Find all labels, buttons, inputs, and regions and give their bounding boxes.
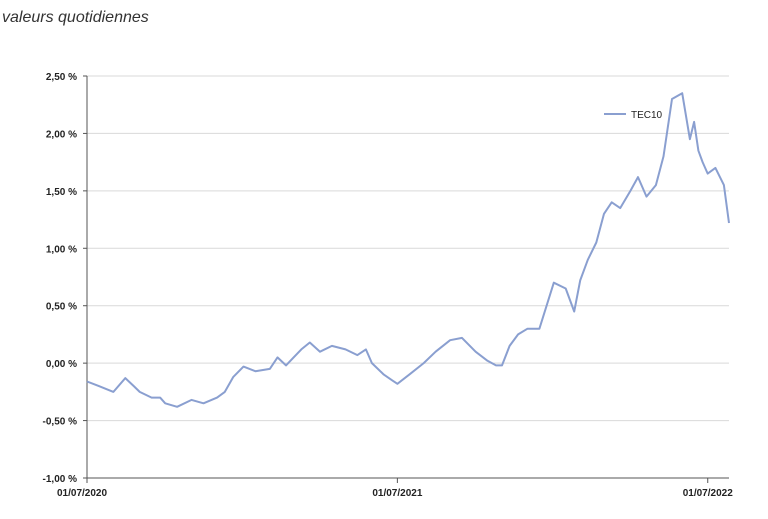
chart-subtitle: valeurs quotidiennes xyxy=(2,9,149,26)
legend-label: TEC10 xyxy=(631,110,663,121)
y-axis-ticks: 2,50 % 2,00 % 1,50 % 1,00 % 0,50 % 0,00 % -0,5… xyxy=(43,72,87,485)
y-tick-label-4: 0,50 % xyxy=(46,302,77,313)
series-line-tec10 xyxy=(86,92,730,408)
y-tick-label-5: 0,00 % xyxy=(46,359,77,370)
x-axis-ticks: 01/07/2020 01/07/2021 01/07/2022 xyxy=(57,478,733,499)
y-tick-label-3: 1,00 % xyxy=(46,244,77,255)
y-tick-label-7: -1,00 % xyxy=(43,474,78,485)
x-tick-label-1: 01/07/2021 xyxy=(372,488,422,499)
series-group xyxy=(86,92,730,408)
axes xyxy=(86,76,729,479)
y-tick-label-1: 2,00 % xyxy=(46,129,77,140)
x-tick-label-0: 01/07/2020 xyxy=(57,488,107,499)
y-tick-label-6: -0,50 % xyxy=(43,417,78,428)
gridlines xyxy=(87,75,729,422)
x-tick-label-2: 01/07/2022 xyxy=(683,488,733,499)
legend: TEC10 xyxy=(604,110,663,121)
y-tick-label-2: 1,50 % xyxy=(46,187,77,198)
y-tick-label-0: 2,50 % xyxy=(46,72,77,83)
